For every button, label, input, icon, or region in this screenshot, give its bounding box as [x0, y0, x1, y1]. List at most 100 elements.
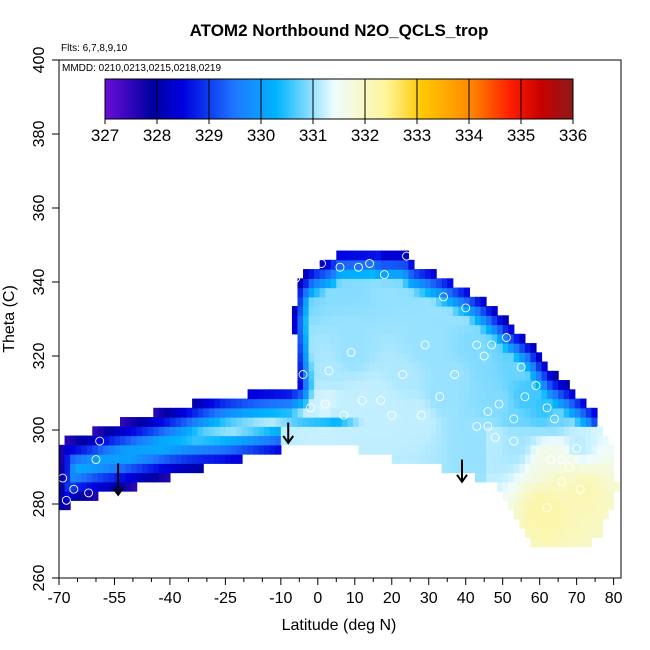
field-cell: [364, 296, 371, 307]
field-cell: [253, 398, 260, 409]
y-tick-label: 360: [31, 195, 48, 222]
field-cell: [447, 278, 454, 289]
field-cell: [419, 454, 426, 464]
field-cell: [425, 352, 432, 363]
field-cell: [264, 435, 271, 446]
observation-point: [357, 395, 367, 405]
observation-point: [487, 340, 497, 350]
x-tick-label: 40: [457, 590, 475, 607]
field-cell: [308, 278, 315, 289]
field-cell: [469, 454, 476, 464]
field-cell: [474, 324, 482, 335]
field-cell: [563, 537, 570, 548]
observation-point: [472, 340, 482, 350]
field-cell: [425, 370, 432, 381]
field-cell: [474, 472, 482, 483]
field-cell: [341, 306, 348, 316]
field-cell: [64, 472, 71, 483]
field-cell: [325, 370, 332, 381]
field-cell: [242, 435, 249, 446]
field-cell: [369, 398, 376, 409]
field-cell: [513, 426, 520, 437]
field-cell: [402, 333, 410, 344]
field-cell: [419, 352, 426, 363]
colorbar-tick-label: 328: [143, 126, 171, 145]
field-cell: [314, 324, 321, 335]
y-axis-label: Theta (C): [1, 285, 18, 353]
field-cell: [558, 444, 565, 455]
field-cell: [375, 435, 382, 446]
field-cell: [314, 269, 321, 279]
field-cell: [186, 444, 193, 455]
observation-point: [376, 395, 386, 405]
field-cell: [391, 250, 398, 261]
field-cell: [303, 426, 310, 437]
field-cell: [264, 398, 271, 409]
field-cell: [264, 426, 271, 437]
field-cell: [486, 463, 493, 474]
field-cell: [552, 389, 559, 400]
field-cell: [364, 417, 371, 427]
field-cell: [314, 278, 321, 289]
field-cell: [547, 426, 554, 437]
field-cell: [64, 454, 71, 464]
field-cell: [441, 278, 448, 289]
observation-point: [84, 488, 94, 498]
field-cell: [486, 306, 493, 316]
observation-point: [564, 462, 574, 472]
field-cell: [486, 472, 493, 483]
field-cell: [264, 417, 271, 427]
field-cell: [358, 315, 365, 326]
field-cell: [186, 454, 193, 464]
field-cell: [214, 435, 221, 446]
field-cell: [519, 417, 526, 427]
observation-point: [435, 392, 445, 402]
field-cell: [341, 287, 348, 298]
field-cell: [436, 426, 443, 437]
field-cell: [386, 287, 393, 298]
field-cell: [314, 370, 321, 381]
field-cell: [314, 435, 321, 446]
field-cell: [358, 361, 365, 372]
field-cell: [535, 537, 543, 548]
field-cell: [452, 287, 459, 298]
field-cell: [413, 287, 421, 298]
field-cell: [369, 361, 376, 372]
field-cell: [447, 435, 454, 446]
field-cell: [236, 417, 243, 427]
field-cell: [64, 435, 71, 446]
field-cell: [186, 435, 193, 446]
observation-point: [335, 262, 345, 272]
field-cell: [352, 380, 360, 390]
field-cell: [547, 389, 554, 400]
field-cell: [480, 472, 487, 483]
field-cell: [486, 426, 493, 437]
field-cell: [369, 426, 376, 437]
x-tick-label: 60: [531, 590, 549, 607]
field-cell: [596, 491, 604, 501]
field-cell: [469, 407, 476, 418]
field-cell: [530, 454, 537, 464]
field-cell: [402, 370, 410, 381]
field-cell: [291, 417, 299, 427]
field-cell: [330, 407, 337, 418]
field-cell: [197, 407, 204, 418]
field-cell: [70, 491, 77, 501]
field-cell: [192, 426, 199, 437]
field-cell: [319, 389, 326, 400]
field-cell: [425, 306, 432, 316]
field-cell: [436, 398, 443, 409]
field-cell: [591, 509, 598, 520]
field-cell: [486, 407, 493, 418]
field-cell: [341, 389, 348, 400]
field-cell: [352, 370, 360, 381]
field-cell: [558, 389, 565, 400]
field-cell: [325, 435, 332, 446]
field-cell: [303, 287, 310, 298]
field-cell: [513, 509, 520, 520]
field-cell: [347, 306, 354, 316]
field-cell: [580, 500, 587, 511]
field-cell: [508, 398, 515, 409]
field-cell: [197, 417, 204, 427]
field-cell: [447, 296, 454, 307]
